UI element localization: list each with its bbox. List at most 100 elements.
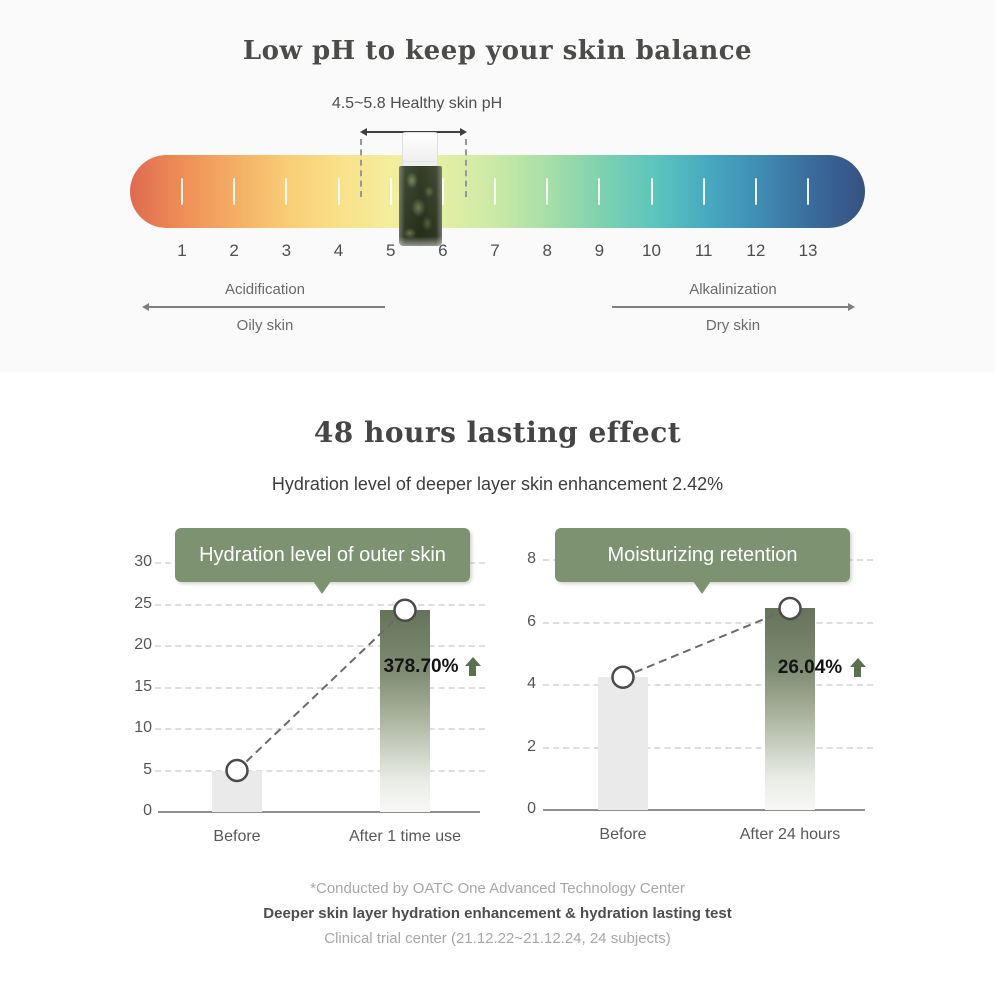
alkalinization-arrowhead-icon	[848, 303, 855, 311]
acidification-label: Acidification	[224, 281, 306, 298]
gridline-10	[155, 728, 485, 730]
acidification-arrow-line	[144, 306, 385, 308]
gridline-25	[155, 603, 485, 606]
ph-number-7: 7	[490, 241, 500, 260]
bar-before	[598, 677, 648, 810]
ph-number-4: 4	[333, 241, 344, 260]
chart-moisturizing: 0 2 4 6 8 26.04% Before After 24 hours Moisturiz…	[515, 520, 900, 865]
ph-tick-2	[233, 178, 236, 205]
gridline-6	[543, 621, 873, 624]
oily-skin-label: Oily skin	[236, 317, 294, 334]
ph-tick-5	[389, 178, 392, 205]
ph-tick-4	[337, 178, 340, 205]
data-point-marker	[778, 596, 802, 621]
y-tick-label-10: 10	[134, 719, 152, 736]
gridline-5	[155, 769, 485, 772]
data-point-marker	[225, 758, 249, 783]
ph-gradient-bar	[130, 155, 865, 228]
alkalinization-arrow-icon	[610, 303, 855, 311]
effect-title: 48 hours lasting effect	[313, 416, 682, 449]
alkalinization-arrow-line	[612, 306, 853, 308]
ph-number-3: 3	[281, 241, 292, 260]
ph-tick-1	[181, 178, 183, 205]
trend-connector	[611, 596, 802, 689]
ph-number-1: 1	[177, 241, 187, 260]
ph-number-6: 6	[438, 241, 448, 260]
ph-tick-12	[754, 178, 757, 205]
range-dashed-line-left	[360, 139, 362, 197]
ph-tick-13	[807, 178, 810, 205]
effect-section: 48 hours lasting effect Hydration level …	[0, 372, 995, 995]
x-label-0: Before	[213, 828, 261, 845]
x-label-1: After 24 hours	[739, 826, 841, 843]
range-arrowhead-right-icon	[460, 128, 467, 136]
chart-title-bubble-pointer	[693, 581, 711, 594]
ph-number-10: 10	[642, 241, 661, 260]
increase-up-arrow-icon	[465, 657, 481, 677]
ph-number-2: 2	[229, 241, 239, 260]
bottle-cap	[402, 132, 438, 167]
bar-after-1-time-use	[380, 610, 430, 812]
data-point-marker	[611, 665, 635, 689]
ph-number-9: 9	[594, 241, 605, 260]
y-tick-label-25: 25	[134, 594, 152, 612]
y-tick-label-0: 0	[143, 802, 152, 819]
range-double-arrow-icon	[360, 128, 467, 136]
y-tick-label-5: 5	[143, 760, 152, 778]
ph-tick-10	[650, 178, 653, 205]
ph-tick-7	[494, 178, 497, 205]
y-tick-label-6: 6	[527, 612, 536, 630]
bottle-body	[399, 166, 442, 246]
ph-tick-8	[546, 178, 549, 205]
footnote-trial-info: Clinical trial center (21.12.22~21.12.24…	[324, 930, 671, 947]
acidification-arrowhead-icon	[142, 303, 149, 311]
ph-tick-3	[285, 178, 288, 205]
x-label-0: Before	[599, 826, 647, 843]
chart-outer-skin: 0 5 10 15 20 25 30 378.70% Before After 1 time us…	[130, 520, 515, 865]
ph-section-title: Low pH to keep your skin balance	[242, 36, 753, 66]
ph-number-5: 5	[385, 241, 396, 260]
y-tick-label-15: 15	[134, 677, 152, 695]
ph-number-13: 13	[798, 241, 818, 260]
trend-connector	[225, 598, 417, 783]
increase-up-arrow-icon	[850, 658, 866, 678]
ph-scale-ticks: 1 2 3 4 5 6 7 8 9 10 11 12 13	[0, 0, 995, 372]
ph-number-8: 8	[542, 241, 552, 260]
y-tick-label-2: 2	[527, 737, 536, 755]
ph-tick-9	[598, 178, 601, 205]
product-bottle	[399, 132, 442, 246]
increase-annotation: 378.70%	[383, 656, 459, 677]
effect-subtitle: Hydration level of deeper layer skin enh…	[271, 474, 724, 494]
gridline-15	[155, 686, 485, 689]
chart-title-bubble-pointer	[313, 581, 331, 594]
alkalinization-label: Alkalinization	[689, 281, 777, 298]
gridline-20	[155, 645, 485, 647]
bar-after-24-hours	[765, 608, 815, 810]
y-tick-label-0: 0	[527, 800, 536, 817]
chart-title-bubble: Hydration level of outer skin	[175, 528, 470, 582]
y-tick-label-30: 30	[134, 553, 152, 570]
range-arrowhead-left-icon	[360, 128, 367, 136]
gridline-4	[543, 684, 873, 686]
ph-number-12: 12	[746, 241, 766, 260]
footnote-conducted-by: *Conducted by OATC One Advanced Technolo…	[310, 880, 685, 897]
x-axis-line	[158, 811, 480, 813]
ph-section: Low pH to keep your skin balance 4.5~5.8…	[0, 0, 995, 372]
chart-title-bubble: Moisturizing retention	[555, 528, 850, 582]
x-label-1: After 1 time use	[348, 828, 462, 845]
healthy-ph-range-label: 4.5~5.8 Healthy skin pH	[331, 95, 503, 112]
dry-skin-label: Dry skin	[705, 317, 761, 334]
gridline-2	[543, 746, 873, 749]
ph-tick-11	[702, 178, 705, 205]
data-point-marker	[393, 598, 417, 623]
acidification-arrow-icon	[142, 303, 387, 311]
increase-annotation: 26.04%	[777, 657, 843, 678]
y-tick-label-8: 8	[527, 550, 536, 567]
ph-number-11: 11	[694, 241, 713, 260]
range-arrow-line	[363, 131, 464, 133]
x-axis-line	[543, 809, 865, 811]
ph-tick-6	[441, 178, 444, 205]
y-tick-label-20: 20	[134, 636, 152, 653]
range-dashed-line-right	[465, 139, 467, 197]
